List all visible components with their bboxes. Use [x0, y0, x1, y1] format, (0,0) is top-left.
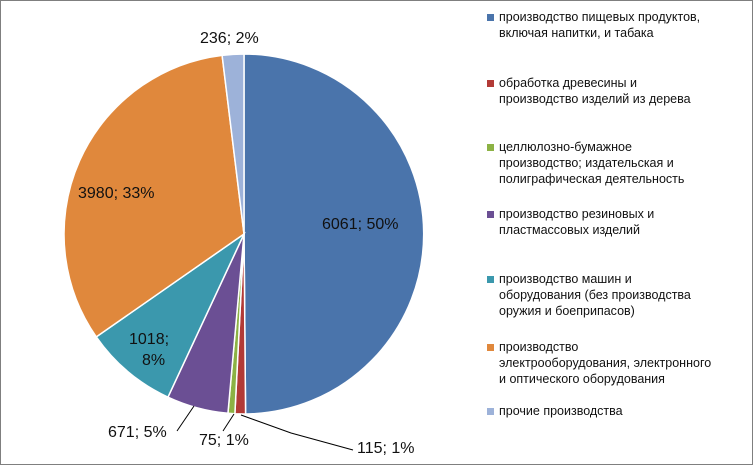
legend-swatch — [487, 408, 494, 415]
leader-line-wood — [240, 414, 354, 451]
data-label-wood: 115; 1% — [357, 440, 415, 457]
legend-label: целлюлозно-бумажное производство; издател… — [499, 139, 744, 187]
data-label-other: 236; 2% — [200, 30, 259, 47]
pie-slices — [63, 53, 425, 415]
legend-label-line: электрооборудования, электронного — [499, 356, 712, 370]
data-label-food: 6061; 50% — [322, 216, 399, 233]
legend-label-line: обработка древесины и — [499, 76, 637, 90]
pie-slice-other — [221, 53, 245, 235]
pie-slice-electrical — [63, 54, 245, 338]
legend-swatch — [487, 80, 494, 87]
data-label-machinery-pct: 8% — [142, 352, 165, 369]
legend-label-line: и оптического оборудования — [499, 372, 665, 386]
data-labels: 6061; 50% 115; 1% 75; 1% 671; 5% 1018; 8… — [78, 30, 415, 457]
leader-lines — [176, 405, 354, 451]
legend-label: производство резиновых и пластмассовых из… — [499, 206, 744, 238]
legend-label-line: пластмассовых изделий — [499, 223, 641, 237]
legend-label: производство электрооборудования, электро… — [499, 339, 744, 387]
legend-swatch — [487, 276, 494, 283]
legend-label-line: оборудования (без производства — [499, 288, 691, 302]
legend-label: обработка древесины и производство издели… — [499, 75, 744, 107]
legend-label-line: прочие производства — [499, 404, 623, 418]
leader-line-rubber — [176, 405, 195, 432]
legend-label-line: производство; издательская и — [499, 156, 674, 170]
leader-line-paper — [222, 413, 235, 432]
legend-label-line: производство резиновых и — [499, 207, 655, 221]
data-label-electrical: 3980; 33% — [78, 185, 155, 202]
legend-label: прочие производства — [499, 403, 744, 419]
legend-label-line: оружия и боеприпасов) — [499, 304, 635, 318]
legend-label-line: производство — [499, 340, 579, 354]
legend-label-line: производство изделий из дерева — [499, 92, 691, 106]
legend-label-line: производство пищевых продуктов, — [499, 10, 701, 24]
legend-label-line: целлюлозно-бумажное — [499, 140, 632, 154]
legend-label-line: производство машин и — [499, 272, 632, 286]
legend-label: производство пищевых продуктов, включая н… — [499, 9, 744, 41]
legend-label-line: полиграфическая деятельность — [499, 172, 685, 186]
legend-label-line: включая напитки, и табака — [499, 26, 654, 40]
data-label-paper: 75; 1% — [199, 432, 249, 449]
legend-swatch — [487, 14, 494, 21]
pie-slice-machinery — [95, 231, 246, 399]
data-label-machinery: 1018; — [129, 331, 169, 348]
data-label-rubber: 671; 5% — [108, 424, 167, 441]
legend-label: производство машин и оборудования (без пр… — [499, 271, 744, 319]
pie-slice-food — [243, 53, 425, 415]
legend-swatch — [487, 144, 494, 151]
legend-swatch — [487, 344, 494, 351]
legend-swatch — [487, 211, 494, 218]
